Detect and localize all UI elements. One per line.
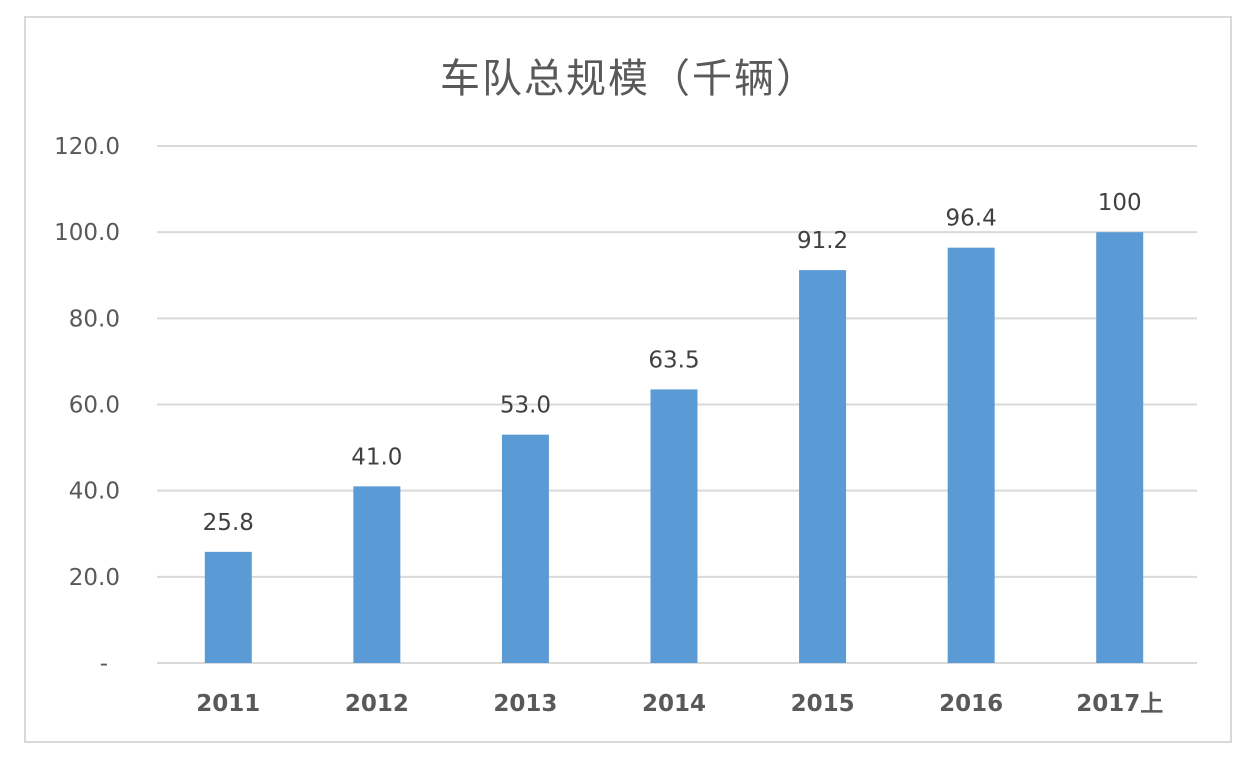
bar	[501, 434, 549, 663]
x-tick-label: 2013	[493, 691, 557, 717]
y-tick-label: 20.0	[69, 565, 120, 591]
data-label: 53.0	[500, 393, 551, 419]
chart-title: 车队总规模（千辆）	[440, 56, 818, 102]
y-tick-label: 80.0	[69, 306, 120, 332]
x-tick-label: 2015	[791, 691, 855, 717]
bar	[204, 551, 252, 663]
y-tick-label: 40.0	[69, 479, 120, 505]
data-label: 25.8	[203, 510, 254, 536]
bar	[353, 486, 401, 663]
bar	[799, 270, 847, 663]
y-tick-label: 100.0	[54, 220, 120, 246]
data-label: 41.0	[351, 444, 402, 470]
y-tick-label: 120.0	[54, 134, 120, 160]
x-tick-label: 2012	[345, 691, 409, 717]
y-tick-label: 60.0	[69, 393, 120, 419]
x-tick-label: 2016	[939, 691, 1003, 717]
bar	[650, 389, 698, 663]
data-label: 91.2	[797, 228, 848, 254]
x-tick-label: 2011	[196, 691, 260, 717]
data-label: 96.4	[946, 206, 997, 232]
data-label: 63.5	[648, 347, 699, 373]
bar	[947, 247, 995, 663]
bar	[1096, 232, 1144, 663]
y-tick-label: -	[100, 651, 108, 677]
x-tick-label: 2014	[642, 691, 706, 717]
data-label: 100	[1098, 190, 1142, 216]
x-tick-label: 2017上	[1076, 691, 1163, 717]
